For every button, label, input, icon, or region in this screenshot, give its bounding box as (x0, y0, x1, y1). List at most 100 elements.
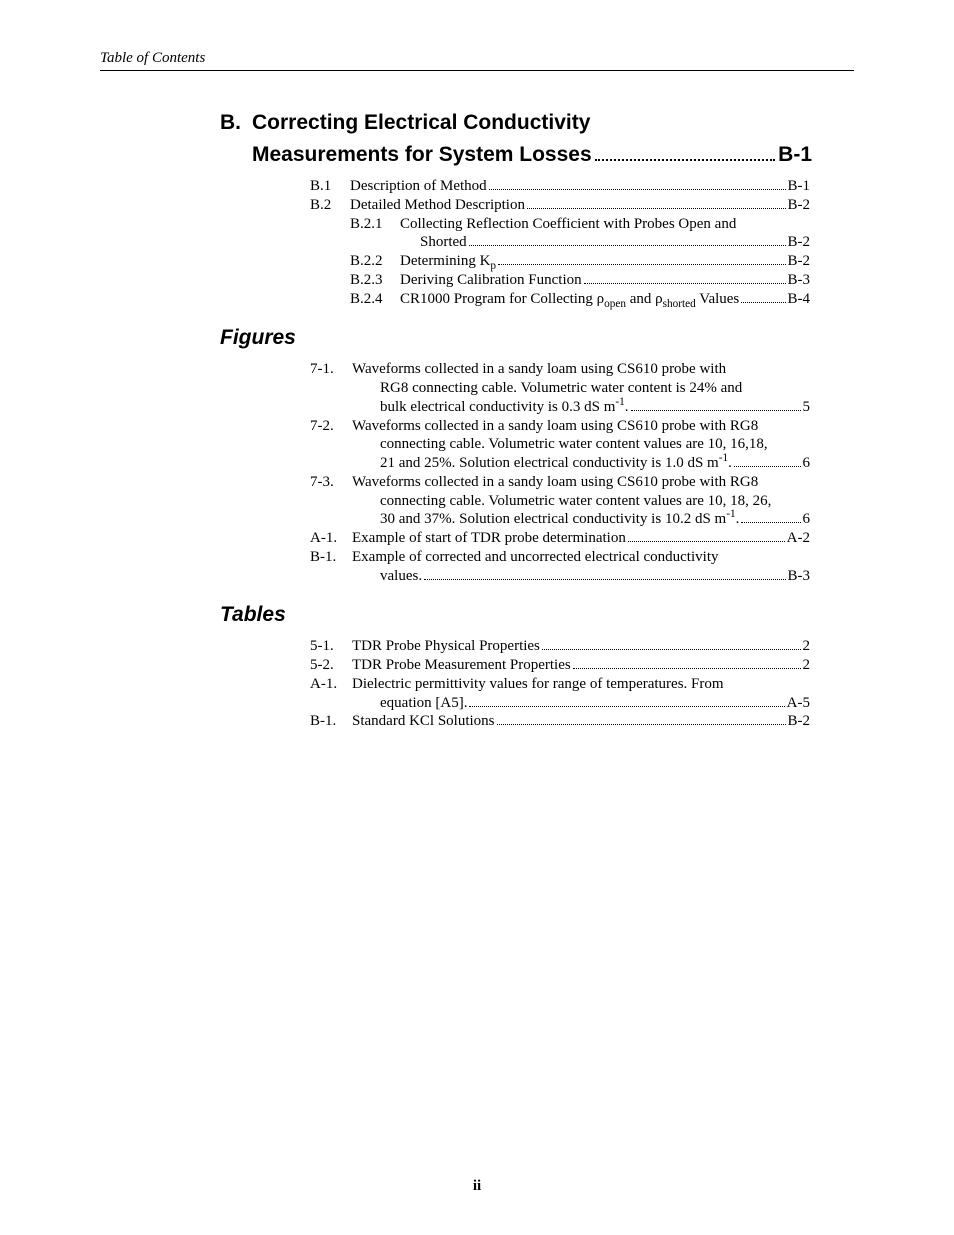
leader-dots (595, 158, 776, 161)
toc-entry-text: Detailed Method Description (350, 196, 525, 215)
figure-number: 7-1. (310, 360, 352, 379)
toc-sub-entry: B.2.4CR1000 Program for Collecting ρopen… (350, 290, 810, 309)
toc-sub-number: B.2.1 (350, 215, 400, 234)
table-number: 5-2. (310, 656, 352, 675)
figure-page: A-2 (787, 529, 810, 548)
table-text: Standard KCl Solutions (352, 712, 495, 731)
toc-sub-page: B-2 (788, 233, 811, 252)
table-cont-text: equation [A5]. (380, 694, 467, 713)
toc-entry: B.1Description of Method B-1 (310, 177, 810, 196)
figure-last-line: 21 and 25%. Solution electrical conducti… (380, 454, 810, 473)
table-entry: B-1.Standard KCl Solutions B-2 (310, 712, 810, 731)
page-number: ii (0, 1178, 954, 1195)
figure-last-line: 30 and 37%. Solution electrical conducti… (380, 510, 810, 529)
table-entry: 5-1.TDR Probe Physical Properties 2 (310, 637, 810, 656)
figure-page: 5 (803, 398, 811, 417)
leader-dots (628, 540, 785, 542)
table-page: B-2 (788, 712, 811, 731)
figure-number: B-1. (310, 548, 352, 567)
appendix-title-line1: Correcting Electrical Conductivity (252, 111, 590, 135)
leader-dots (469, 705, 784, 707)
figure-cont-text: connecting cable. Volumetric water conte… (380, 492, 771, 511)
toc-sub-number: B.2.2 (350, 252, 400, 271)
figure-continuation: RG8 connecting cable. Volumetric water c… (380, 379, 810, 398)
figure-cont-text: RG8 connecting cable. Volumetric water c… (380, 379, 742, 398)
toc-sub-text: Collecting Reflection Coefficient with P… (400, 215, 736, 234)
toc-sub-page: B-2 (788, 252, 811, 271)
toc-sub-number: B.2.3 (350, 271, 400, 290)
leader-dots (734, 465, 801, 467)
leader-dots (631, 409, 801, 411)
toc-sub-text: Deriving Calibration Function (400, 271, 582, 290)
leader-dots (498, 263, 785, 265)
table-page: 2 (803, 656, 811, 675)
toc-sub-entry: B.2.1Collecting Reflection Coefficient w… (350, 215, 810, 234)
toc-entry: B.2Detailed Method Description B-2 (310, 196, 810, 215)
leader-dots (573, 667, 801, 669)
figure-page: 6 (803, 510, 811, 529)
toc-sub-cont-text: Shorted (420, 233, 467, 252)
leader-dots (741, 521, 800, 523)
figure-entry: 7-3.Waveforms collected in a sandy loam … (310, 473, 810, 492)
figure-entry: 7-1.Waveforms collected in a sandy loam … (310, 360, 810, 379)
appendix-heading-row2: Measurements for System Losses B-1 (252, 143, 812, 167)
table-number: B-1. (310, 712, 352, 731)
page-container: Table of Contents B. Correcting Electric… (0, 0, 954, 771)
table-entry: 5-2.TDR Probe Measurement Properties 2 (310, 656, 810, 675)
leader-dots (527, 207, 786, 209)
appendix-letter: B. (220, 111, 252, 135)
leader-dots (584, 282, 786, 284)
figure-text: Waveforms collected in a sandy loam usin… (352, 417, 758, 436)
appendix-heading-row1: B. Correcting Electrical Conductivity (220, 111, 854, 135)
figure-number: 7-2. (310, 417, 352, 436)
figure-cont-text: connecting cable. Volumetric water conte… (380, 435, 768, 454)
figure-continuation: connecting cable. Volumetric water conte… (380, 492, 810, 511)
figure-last-text: bulk electrical conductivity is 0.3 dS m… (380, 398, 629, 417)
leader-dots (741, 301, 785, 303)
toc-sub-page: B-4 (788, 290, 811, 309)
toc-sub-entry: B.2.3Deriving Calibration Function B-3 (350, 271, 810, 290)
table-number: 5-1. (310, 637, 352, 656)
table-text: TDR Probe Measurement Properties (352, 656, 571, 675)
figure-text: Waveforms collected in a sandy loam usin… (352, 360, 726, 379)
figure-number: 7-3. (310, 473, 352, 492)
table-text: TDR Probe Physical Properties (352, 637, 540, 656)
figure-text: Waveforms collected in a sandy loam usin… (352, 473, 758, 492)
toc-entry-page: B-2 (788, 196, 811, 215)
figure-entry: B-1.Example of corrected and uncorrected… (310, 548, 810, 567)
toc-sub-page: B-3 (788, 271, 811, 290)
leader-dots (469, 244, 786, 246)
figure-entry: 7-2.Waveforms collected in a sandy loam … (310, 417, 810, 436)
figure-page: 6 (803, 454, 811, 473)
toc-entry-text: Description of Method (350, 177, 487, 196)
table-page: 2 (803, 637, 811, 656)
leader-dots (542, 648, 801, 650)
figure-number: A-1. (310, 529, 352, 548)
toc-entry-page: B-1 (788, 177, 811, 196)
leader-dots (489, 188, 786, 190)
figure-entry: A-1.Example of start of TDR probe determ… (310, 529, 810, 548)
figure-page: B-3 (788, 567, 811, 586)
table-text: Dielectric permittivity values for range… (352, 675, 724, 694)
figure-text: Example of corrected and uncorrected ele… (352, 548, 718, 567)
toc-entry-number: B.1 (310, 177, 350, 196)
figure-continuation: connecting cable. Volumetric water conte… (380, 435, 810, 454)
appendix-title-line2: Measurements for System Losses (252, 143, 592, 167)
toc-entry-number: B.2 (310, 196, 350, 215)
tables-heading: Tables (220, 603, 854, 627)
table-entry: A-1.Dielectric permittivity values for r… (310, 675, 810, 694)
appendix-page: B-1 (778, 143, 812, 167)
leader-dots (424, 578, 785, 580)
figures-heading: Figures (220, 326, 854, 350)
toc-sub-text: Determining Kp (400, 252, 496, 271)
figure-last-text: values. (380, 567, 422, 586)
table-page: A-5 (787, 694, 810, 713)
toc-sub-continuation: Shorted B-2 (420, 233, 810, 252)
leader-dots (497, 723, 786, 725)
toc-sub-entry: B.2.2Determining Kp B-2 (350, 252, 810, 271)
table-continuation: equation [A5]. A-5 (380, 694, 810, 713)
table-number: A-1. (310, 675, 352, 694)
running-header: Table of Contents (100, 50, 854, 71)
figure-last-text: 21 and 25%. Solution electrical conducti… (380, 454, 732, 473)
figure-last-line: bulk electrical conductivity is 0.3 dS m… (380, 398, 810, 417)
